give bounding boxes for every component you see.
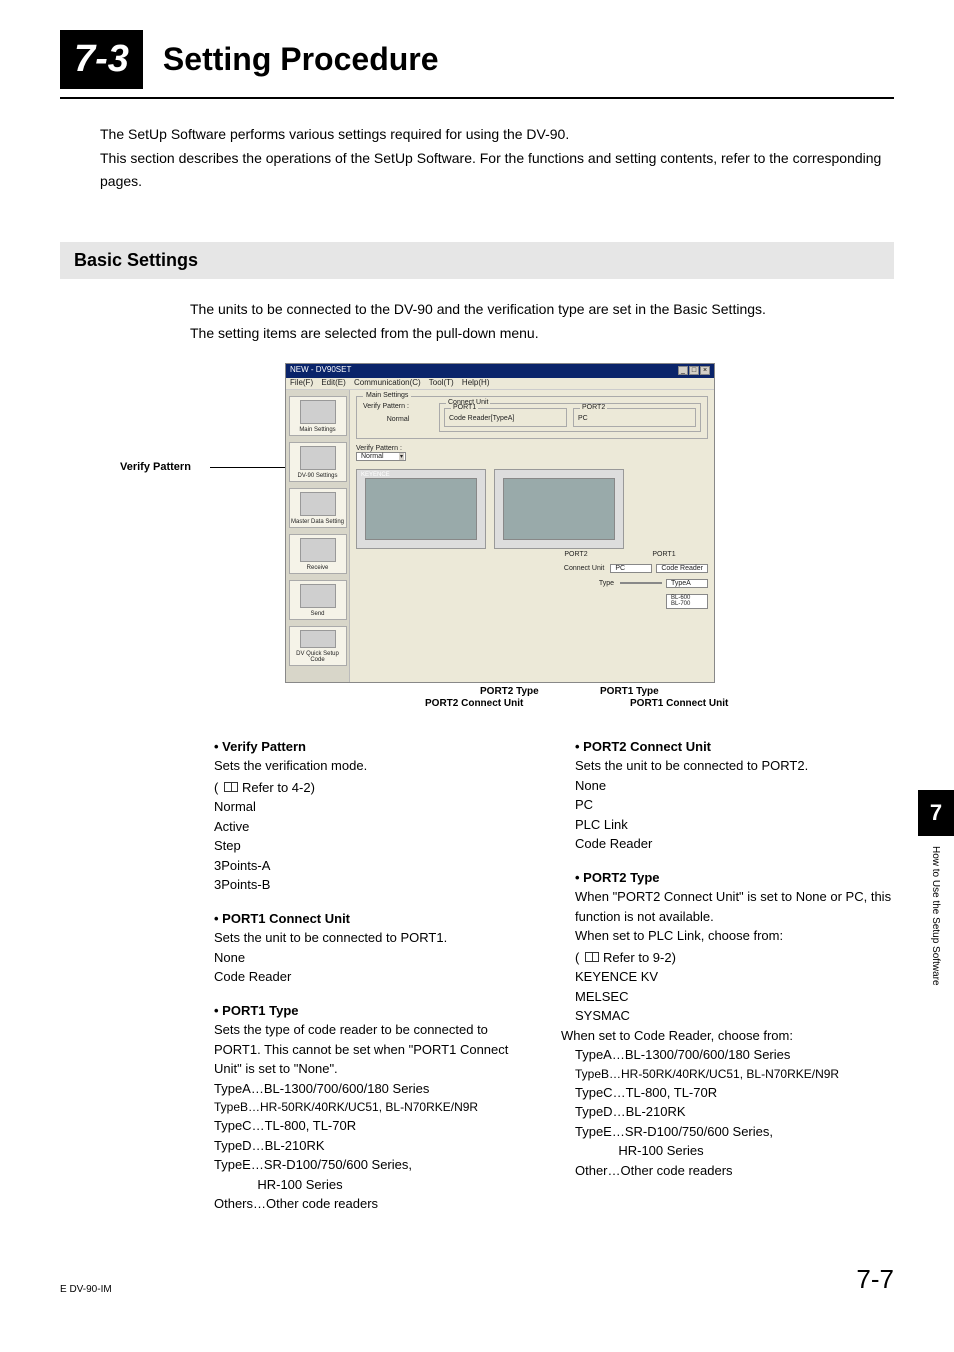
device-illustration-row: KEYENCE (356, 469, 708, 549)
connection-row-2: Type TypeA (356, 579, 708, 588)
window-body: Main Settings DV-90 Settings Master Data… (286, 390, 714, 682)
right-column: PORT2 Connect Unit Sets the unit to be c… (561, 723, 894, 1214)
chapter-side-text: How to Use the Setup Software (918, 846, 941, 986)
verify-pattern-section: Verify Pattern : Normal (356, 445, 708, 461)
book-icon (224, 782, 238, 792)
left-column: Verify Pattern Sets the verification mod… (60, 723, 533, 1214)
connection-row-1: Connect Unit PC Code Reader (356, 564, 708, 573)
section-title: Setting Procedure (143, 41, 439, 78)
window-buttons: _□× (677, 365, 710, 377)
verify-pattern-head: Verify Pattern (214, 737, 533, 757)
device-right (494, 469, 624, 549)
settings-window: NEW - DV90SET _□× File(F) Edit(E) Commun… (285, 363, 715, 683)
port2-connect-dropdown[interactable]: PC (610, 564, 652, 573)
content-columns: Verify Pattern Sets the verification mod… (60, 723, 894, 1214)
connect-unit-box: Connect Unit PORT1 Code Reader[TypeA] PO… (439, 403, 701, 432)
connection-row-3: BL-600 BL-700 (356, 594, 708, 609)
intro-line-1: The SetUp Software performs various sett… (100, 123, 894, 145)
port1-conn-opts: None Code Reader (214, 948, 533, 987)
port2-type-desc3: When set to Code Reader, choose from: (561, 1026, 894, 1046)
port1-type-head: PORT1 Type (214, 1001, 533, 1021)
divider (60, 97, 894, 99)
port1-type-opts: TypeA…BL-1300/700/600/180 Series TypeB…H… (214, 1079, 533, 1214)
sub-intro-line-1: The units to be connected to the DV-90 a… (190, 299, 894, 321)
section-number: 7-3 (60, 30, 143, 89)
callout-line (210, 467, 286, 468)
port2-type-opts2: TypeA…BL-1300/700/600/180 Series TypeB…H… (575, 1045, 894, 1180)
sidebar-receive[interactable]: Receive (289, 534, 347, 574)
sub-intro-line-2: The setting items are selected from the … (190, 323, 894, 345)
menu-communication[interactable]: Communication(C) (354, 378, 421, 387)
port2-box: PORT2 PC (573, 408, 696, 427)
menu-help[interactable]: Help(H) (462, 378, 490, 387)
port1-box: PORT1 Code Reader[TypeA] (444, 408, 567, 427)
intro-text: The SetUp Software performs various sett… (60, 123, 894, 192)
vp-value: Normal (363, 416, 433, 423)
screenshot-figure: Verify Pattern NEW - DV90SET _□× File(F)… (200, 363, 800, 683)
port1-type-callout: PORT1 Type (600, 686, 659, 697)
window-menubar: File(F) Edit(E) Communication(C) Tool(T)… (286, 378, 714, 390)
verify-pattern-opts: Normal Active Step 3Points-A 3Points-B (214, 797, 533, 895)
sidebar-quick-setup[interactable]: DV Quick Setup Code (289, 626, 347, 666)
port1-value: Code Reader[TypeA] (449, 415, 562, 422)
sidebar-send[interactable]: Send (289, 580, 347, 620)
port2-type-callout: PORT2 Type (480, 686, 539, 697)
port2-type-opts1: KEYENCE KV MELSEC SYSMAC (575, 967, 894, 1026)
port2-type-ref: ( Refer to 9-2) (575, 948, 894, 968)
footer-page-number: 7-7 (856, 1264, 894, 1295)
sidebar-main-settings[interactable]: Main Settings (289, 396, 347, 436)
vp-label: Verify Pattern : (363, 403, 433, 410)
page-footer: E DV-90-IM 7-7 (60, 1264, 894, 1295)
footer-doc-id: E DV-90-IM (60, 1284, 112, 1295)
main-settings-legend: Main Settings (363, 392, 411, 399)
menu-edit[interactable]: Edit(E) (321, 378, 345, 387)
intro-line-2: This section describes the operations of… (100, 147, 894, 192)
port1-connect-dropdown[interactable]: Code Reader (656, 564, 708, 573)
chapter-number: 7 (918, 790, 954, 836)
subsection-intro: The units to be connected to the DV-90 a… (60, 299, 894, 344)
menu-tool[interactable]: Tool(T) (429, 378, 454, 387)
port2-conn-callout: PORT2 Connect Unit (425, 698, 523, 709)
chapter-side-tab: 7 How to Use the Setup Software (918, 790, 954, 986)
verify-pattern-dropdown[interactable]: Normal (356, 452, 406, 461)
device-left: KEYENCE (356, 469, 486, 549)
port2-type-desc2: When set to PLC Link, choose from: (575, 926, 894, 946)
window-title: NEW - DV90SET (290, 365, 351, 377)
main-settings-fieldset: Main Settings Verify Pattern : Normal Co… (356, 396, 708, 439)
model-list[interactable]: BL-600 BL-700 (666, 594, 708, 609)
window-sidebar: Main Settings DV-90 Settings Master Data… (286, 390, 350, 682)
book-icon (585, 952, 599, 962)
port2-type-head: PORT2 Type (575, 868, 894, 888)
port2-conn-head: PORT2 Connect Unit (575, 737, 894, 757)
port2-value: PC (578, 415, 691, 422)
subsection-title: Basic Settings (60, 242, 894, 279)
verify-pattern-desc: Sets the verification mode. (214, 756, 533, 776)
verify-pattern-ref: ( Refer to 4-2) (214, 778, 533, 798)
section-header: 7-3 Setting Procedure (60, 30, 439, 89)
menu-file[interactable]: File(F) (290, 378, 313, 387)
port1-conn-desc: Sets the unit to be connected to PORT1. (214, 928, 533, 948)
port2-type-dropdown[interactable] (620, 582, 662, 584)
sidebar-master-data[interactable]: Master Data Setting (289, 488, 347, 528)
port1-type-desc: Sets the type of code reader to be conne… (214, 1020, 533, 1079)
window-main-panel: Main Settings Verify Pattern : Normal Co… (350, 390, 714, 682)
port1-type-dropdown[interactable]: TypeA (666, 579, 708, 588)
port2-type-desc1: When "PORT2 Connect Unit" is set to None… (575, 887, 894, 926)
window-titlebar: NEW - DV90SET _□× (286, 364, 714, 378)
sidebar-dv90-settings[interactable]: DV-90 Settings (289, 442, 347, 482)
port1-conn-head: PORT1 Connect Unit (214, 909, 533, 929)
port2-conn-desc: Sets the unit to be connected to PORT2. (575, 756, 894, 776)
port2-conn-opts: None PC PLC Link Code Reader (575, 776, 894, 854)
verify-pattern-callout-label: Verify Pattern (120, 461, 191, 473)
port1-conn-callout: PORT1 Connect Unit (630, 698, 728, 709)
port-sub-labels: PORT2 PORT1 (356, 551, 708, 558)
